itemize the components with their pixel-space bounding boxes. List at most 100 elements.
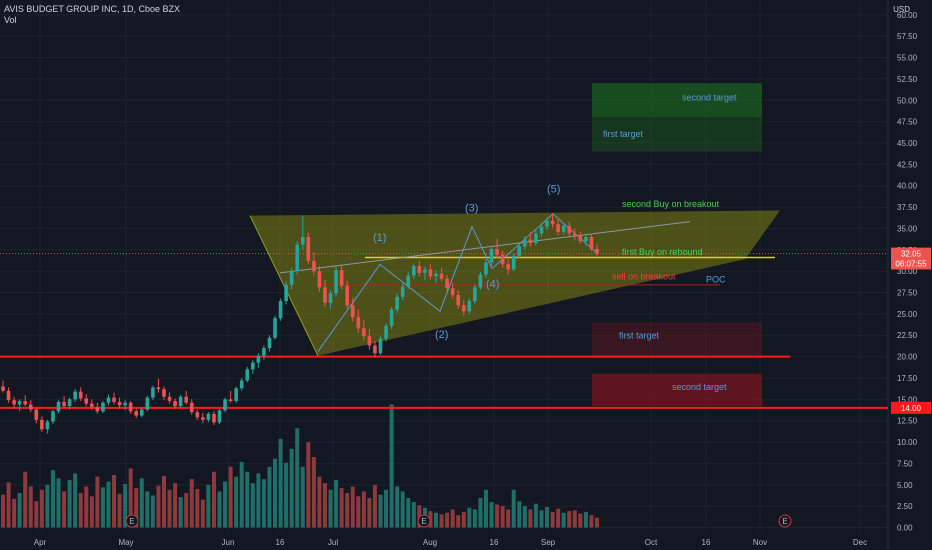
time-axis[interactable]: Apr May Jun 16 Jul Aug 16 Sep Oct 16 Nov Dec: [34, 538, 867, 547]
x-tick-label: Sep: [541, 538, 556, 547]
candle-body: [12, 400, 16, 405]
volume-bar: [228, 466, 233, 528]
candle-body: [178, 396, 183, 407]
candle-body: [406, 275, 411, 287]
candle-body: [117, 401, 122, 406]
candle-body: [578, 236, 583, 242]
candle-body: [384, 325, 388, 339]
candle-body: [245, 369, 250, 381]
x-tick-label: Aug: [423, 538, 437, 547]
candle-body: [517, 246, 522, 256]
symbol-title[interactable]: AVIS BUDGET GROUP INC, 1D, Cboe BZX: [4, 4, 181, 14]
volume-bar: [34, 501, 39, 528]
candle-body: [567, 225, 572, 234]
volume-bar: [295, 428, 300, 528]
candle-body: [356, 317, 361, 329]
candle-body: [156, 387, 161, 390]
candle-body: [262, 348, 266, 356]
volume-bar: [595, 517, 599, 528]
candle-body: [423, 269, 427, 273]
wave-label-1: (1): [373, 232, 386, 244]
candle-body: [206, 413, 211, 420]
y-tick-label: 60.00: [897, 11, 918, 20]
volume-bar: [84, 486, 89, 528]
price-tag: [891, 401, 931, 414]
candle-body: [456, 295, 461, 306]
candle-body: [234, 388, 238, 402]
candle-body: [1, 386, 5, 391]
y-tick-label: 42.50: [897, 160, 918, 169]
volume-bar: [456, 515, 461, 528]
volume-bar: [483, 489, 488, 528]
candle-body: [362, 328, 366, 337]
volume-bar: [206, 484, 211, 528]
candle-body: [561, 225, 566, 232]
volume-bar: [12, 498, 17, 528]
volume-bar: [467, 507, 472, 528]
candle-body: [395, 296, 399, 310]
candle-body: [328, 293, 333, 303]
candle-body: [312, 260, 316, 272]
candle-body: [378, 338, 383, 354]
rising-wedge: [250, 210, 780, 356]
volume-bar: [445, 512, 450, 528]
candle-body: [256, 355, 261, 363]
volume-bar: [461, 511, 466, 528]
price-axis[interactable]: 60.00 57.50 55.00 52.50 50.00 47.50 45.00 42.50…: [891, 11, 931, 533]
y-tick-label: 12.50: [897, 417, 918, 426]
candle-body: [17, 401, 22, 405]
volume-bar: [434, 512, 439, 528]
candle-body: [550, 220, 555, 225]
volume-bar: [67, 479, 72, 528]
volume-bar: [189, 479, 194, 528]
y-tick-label: 0.00: [897, 524, 913, 533]
candle-body: [545, 220, 549, 227]
label-first-target-top: first target: [603, 129, 644, 139]
volume-bar: [356, 496, 361, 528]
y-tick-label: 15.00: [897, 395, 918, 404]
candle-body: [251, 362, 255, 370]
volume-bar: [511, 489, 516, 528]
volume-bar: [78, 493, 83, 528]
volume-bar: [156, 485, 161, 528]
candle-body: [128, 402, 133, 412]
currency-label[interactable]: USD: [893, 5, 910, 14]
volume-bar: [267, 466, 272, 528]
candle-body: [373, 345, 377, 354]
price-tag: [891, 247, 931, 260]
volume-bar: [317, 476, 322, 528]
volume-bar: [123, 484, 128, 528]
candle-body: [439, 273, 444, 279]
candle-body: [511, 255, 516, 270]
volume-bar: [478, 497, 483, 528]
candle-body: [306, 236, 311, 261]
x-tick-label: 16: [490, 538, 499, 547]
candle-body: [461, 305, 466, 312]
candle-body: [300, 236, 305, 245]
volume-bar: [56, 478, 61, 528]
candle-body: [572, 233, 577, 237]
volume-bar: [489, 502, 494, 528]
volume-bar: [533, 503, 538, 528]
volume-bar: [89, 496, 94, 528]
volume-bar: [184, 493, 189, 528]
candle-body: [56, 401, 61, 412]
candle-body: [467, 301, 472, 312]
candle-body: [123, 402, 127, 406]
label-second-target-bottom: second target: [672, 382, 727, 392]
volume-bar: [217, 491, 222, 528]
volume-bar: [239, 461, 244, 528]
y-tick-label: 22.50: [897, 331, 918, 340]
y-tick-label: 57.50: [897, 32, 918, 41]
candle-body: [189, 402, 194, 413]
candle-body: [228, 399, 233, 402]
volume-bar: [506, 509, 511, 528]
volume-bar: [545, 507, 550, 528]
candle-body: [595, 248, 599, 254]
volume-bar: [117, 493, 122, 528]
volume-indicator-label[interactable]: Vol: [4, 15, 17, 25]
candle-body: [295, 244, 300, 272]
candle-body: [239, 380, 244, 389]
volume-bar: [589, 515, 594, 528]
